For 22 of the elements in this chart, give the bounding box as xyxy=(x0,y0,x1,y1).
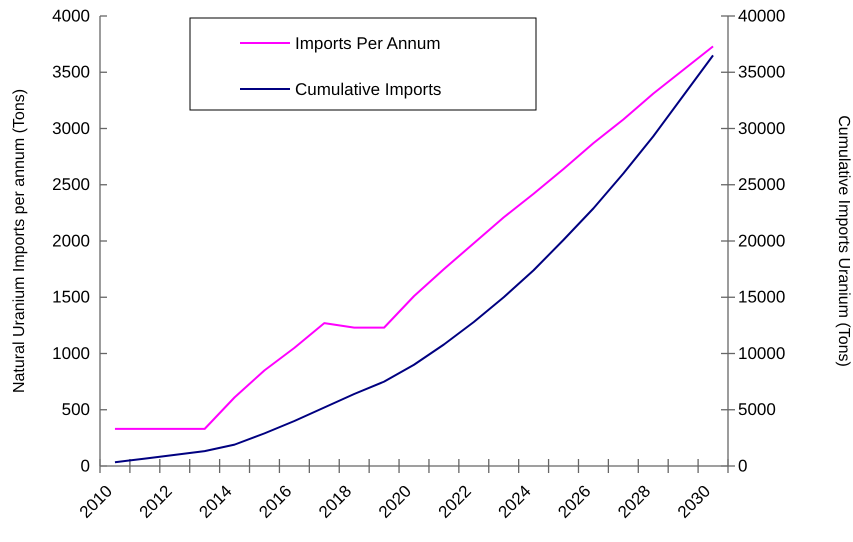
y2-tick-label: 35000 xyxy=(738,62,786,82)
y-tick-label: 500 xyxy=(62,400,90,420)
y2-tick-label: 15000 xyxy=(738,288,786,307)
y-tick-label: 2500 xyxy=(52,175,90,194)
y2-tick-label: 25000 xyxy=(738,175,786,194)
y-tick-label: 0 xyxy=(80,456,90,476)
y-tick-label: 2000 xyxy=(52,231,90,250)
y2-tick-label: 0 xyxy=(738,456,748,476)
y-tick-label: 3500 xyxy=(52,62,90,82)
y-tick-label: 3000 xyxy=(52,118,90,138)
y2-tick-label: 5000 xyxy=(738,400,776,420)
y-tick-label: 1500 xyxy=(52,288,90,307)
y2-tick-label: 10000 xyxy=(738,344,786,363)
y2-tick-label: 40000 xyxy=(738,6,786,26)
legend-label: Imports Per Annum xyxy=(295,34,441,53)
y2-tick-label: 30000 xyxy=(738,118,786,138)
y-tick-label: 1000 xyxy=(52,344,90,363)
y-tick-label: 4000 xyxy=(52,6,90,26)
y2-tick-label: 20000 xyxy=(738,231,786,250)
legend-label: Cumulative Imports xyxy=(295,80,442,99)
y2-axis-title: Cumulative Imports Uranium (Tons) xyxy=(835,115,852,367)
y-axis-title: Natural Uranium Imports per annum (Tons) xyxy=(11,88,28,394)
